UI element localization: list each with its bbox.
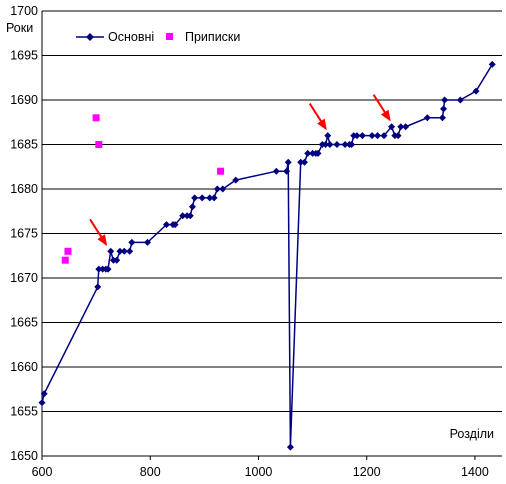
series-0-point-27 bbox=[219, 185, 227, 193]
series-0-point-57 bbox=[402, 123, 410, 131]
series-1-point-2 bbox=[92, 114, 100, 122]
series-0-point-46 bbox=[348, 141, 356, 148]
series-0-point-7 bbox=[107, 247, 115, 255]
series-0-point-44 bbox=[341, 141, 349, 148]
series-0-point-26 bbox=[213, 185, 221, 193]
series-0-point-31 bbox=[284, 158, 292, 166]
series-0-point-11 bbox=[120, 247, 128, 255]
x-tick-label-600: 600 bbox=[32, 465, 53, 479]
legend-marker-osnovni bbox=[86, 33, 94, 41]
series-0-point-15 bbox=[162, 221, 170, 229]
series-0-point-9 bbox=[113, 256, 121, 264]
series-0-point-42 bbox=[326, 141, 334, 148]
series-1-point-1 bbox=[64, 247, 72, 255]
series-0-point-48 bbox=[353, 132, 361, 140]
series-0-point-49 bbox=[358, 132, 366, 140]
legend-label-osnovni: Основні bbox=[108, 30, 154, 44]
series-0-point-13 bbox=[128, 238, 136, 246]
series-0-point-24 bbox=[206, 194, 214, 202]
y-tick-label-1650: 1650 bbox=[10, 449, 38, 463]
y-tick-label-1670: 1670 bbox=[10, 271, 38, 285]
series-0-point-18 bbox=[179, 212, 187, 220]
annotation-arrow-2 bbox=[372, 94, 391, 122]
series-0-point-1 bbox=[40, 390, 48, 398]
y-tick-label-1690: 1690 bbox=[10, 93, 38, 107]
series-0-point-52 bbox=[380, 132, 388, 140]
gridlines bbox=[42, 10, 502, 412]
series-0-point-23 bbox=[198, 194, 206, 202]
series-1-point-3 bbox=[95, 141, 103, 148]
series-0-point-59 bbox=[438, 114, 446, 122]
series-0-point-38 bbox=[314, 149, 322, 157]
x-tick-label-800: 800 bbox=[140, 465, 161, 479]
series-0-point-50 bbox=[368, 132, 376, 140]
legend: Основні Приписки bbox=[76, 30, 240, 44]
y-tick-labels: 1650 1655 1660 1665 1670 1675 1680 1685 1690 1695… bbox=[10, 4, 38, 463]
series-0-point-25 bbox=[210, 194, 218, 202]
series-0-point-60 bbox=[440, 105, 448, 113]
series-0-point-35 bbox=[304, 149, 312, 157]
series-0-point-40 bbox=[322, 141, 330, 148]
series-0-point-12 bbox=[126, 247, 134, 255]
series-0-point-32 bbox=[286, 443, 294, 451]
series-0-point-58 bbox=[423, 114, 431, 122]
series-0-point-64 bbox=[488, 60, 496, 68]
series-0-point-53 bbox=[388, 123, 396, 131]
series-0-point-62 bbox=[456, 96, 464, 104]
series-0-point-28 bbox=[232, 176, 240, 184]
annotation-arrow-head-0 bbox=[97, 234, 108, 246]
annotation-arrows bbox=[89, 94, 391, 246]
series-0-point-14 bbox=[144, 238, 152, 246]
y-tick-label-1660: 1660 bbox=[10, 360, 38, 374]
series-0-point-6 bbox=[104, 265, 112, 273]
series-0 bbox=[38, 60, 496, 451]
series-layer bbox=[38, 60, 496, 451]
series-0-point-33 bbox=[297, 158, 305, 166]
series-0-point-21 bbox=[188, 203, 196, 211]
series-0-point-51 bbox=[374, 132, 382, 140]
annotation-arrow-head-1 bbox=[317, 118, 327, 131]
series-1-point-4 bbox=[217, 167, 225, 175]
series-0-point-63 bbox=[472, 87, 480, 95]
series-0-point-3 bbox=[95, 265, 103, 273]
x-tick-label-1000: 1000 bbox=[245, 465, 273, 479]
series-0-point-43 bbox=[333, 141, 341, 148]
series-0-point-55 bbox=[394, 132, 402, 140]
annotation-arrow-head-2 bbox=[380, 109, 391, 122]
y-tick-label-1655: 1655 bbox=[10, 405, 38, 419]
series-1 bbox=[61, 114, 225, 264]
annotation-arrow-0 bbox=[89, 218, 108, 246]
x-axis-title: Розділи bbox=[450, 427, 494, 441]
series-0-point-0 bbox=[38, 399, 46, 407]
series-0-point-30 bbox=[283, 167, 291, 175]
axes bbox=[41, 11, 502, 460]
series-0-point-17 bbox=[171, 221, 179, 229]
y-tick-label-1700: 1700 bbox=[10, 4, 38, 18]
series-0-point-61 bbox=[441, 96, 449, 104]
legend-marker-prypysky bbox=[166, 33, 173, 40]
series-0-point-41 bbox=[324, 132, 332, 140]
series-0-point-29 bbox=[272, 167, 280, 175]
y-tick-label-1675: 1675 bbox=[10, 227, 38, 241]
series-0-point-22 bbox=[191, 194, 199, 202]
y-tick-label-1695: 1695 bbox=[10, 49, 38, 63]
annotation-arrow-1 bbox=[308, 103, 327, 131]
x-tick-labels: 600 800 1000 1200 1400 bbox=[32, 465, 489, 479]
y-tick-label-1685: 1685 bbox=[10, 138, 38, 152]
x-tick-label-1400: 1400 bbox=[461, 465, 489, 479]
series-0-point-2 bbox=[94, 283, 102, 291]
series-0-point-56 bbox=[397, 123, 405, 131]
series-0-point-10 bbox=[116, 247, 124, 255]
series-1-point-0 bbox=[61, 256, 69, 264]
y-axis-title: Роки bbox=[6, 21, 33, 35]
series-0-point-20 bbox=[186, 212, 194, 220]
x-tick-label-1200: 1200 bbox=[353, 465, 381, 479]
series-0-point-34 bbox=[300, 158, 308, 166]
legend-label-prypysky: Приписки bbox=[185, 30, 240, 44]
y-tick-label-1665: 1665 bbox=[10, 316, 38, 330]
y-tick-label-1680: 1680 bbox=[10, 182, 38, 196]
